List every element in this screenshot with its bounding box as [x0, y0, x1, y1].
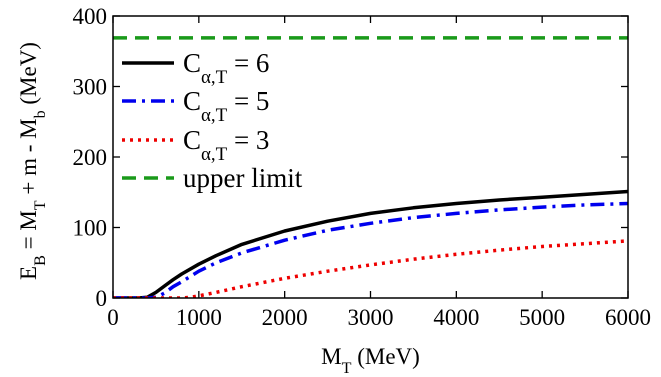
y-tick-label: 300	[73, 75, 108, 100]
series-line-1	[113, 189, 628, 298]
y-axis-title: EB = MT + m - Mb (MeV)	[16, 42, 49, 280]
x-axis-title: MT (MeV)	[321, 344, 420, 377]
x-tick-label: 3000	[348, 305, 394, 330]
y-tick-label: 400	[73, 4, 108, 29]
x-tick-label: 4000	[433, 305, 479, 330]
legend-label-1: Cα,T = 6	[183, 48, 269, 88]
legend-label-2: Cα,T = 5	[183, 86, 269, 126]
legend-label-3: Cα,T = 3	[183, 125, 269, 165]
y-tick-label: 0	[96, 286, 108, 311]
series-line-2	[113, 201, 628, 298]
series-line-3	[113, 239, 628, 298]
y-tick-label: 200	[73, 145, 108, 170]
x-tick-label: 1000	[176, 305, 222, 330]
y-tick-label: 100	[73, 216, 108, 241]
x-tick-label: 0	[107, 305, 119, 330]
x-tick-label: 2000	[262, 305, 308, 330]
x-tick-label: 6000	[605, 305, 651, 330]
x-tick-label: 5000	[519, 305, 565, 330]
legend-label-4: upper limit	[183, 163, 303, 193]
